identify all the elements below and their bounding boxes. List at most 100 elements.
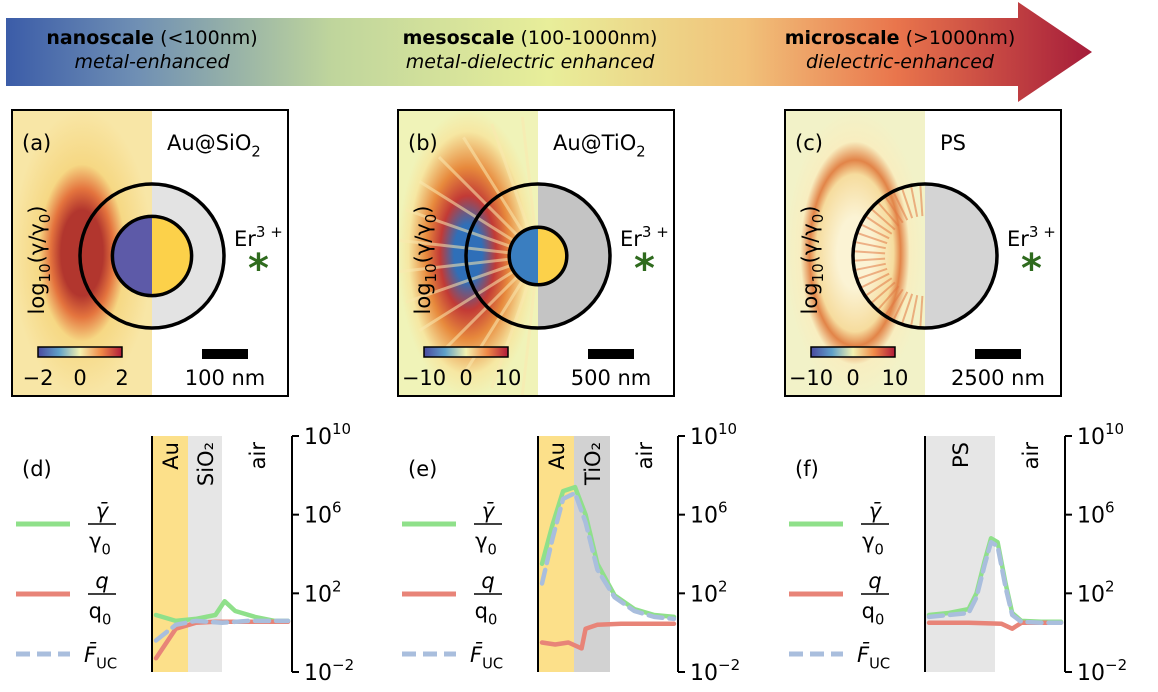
core-field-half	[112, 216, 152, 296]
colorbar-tick: −10	[789, 366, 833, 390]
layer-label: air	[246, 442, 270, 470]
field-ray	[884, 288, 904, 317]
field-ray	[853, 257, 886, 262]
scalebar	[975, 349, 1021, 359]
profile-panel-0: (d) γ̄ γ0 q q0 F̄UC Au SiO₂ air 1010 106 102 10−2	[16, 420, 354, 686]
gold-core-half	[538, 227, 567, 285]
layer-band	[995, 436, 1065, 672]
field-ray	[853, 250, 886, 255]
field-ray	[405, 208, 513, 249]
emitter-label: Er3 +	[1007, 223, 1056, 251]
field-ray	[520, 283, 537, 396]
y-tick-label: 106	[304, 499, 342, 529]
field-ray	[462, 278, 525, 376]
field-ray	[437, 155, 520, 238]
field-ray	[864, 215, 893, 235]
legend-label: F̄UC	[470, 642, 503, 672]
y-tick-label: 10−2	[1077, 656, 1127, 686]
profile-panel-2: (f) γ̄ γ0 q q0 F̄UC PS air 1010 106 102 10−2	[789, 420, 1127, 686]
field-ray	[856, 231, 888, 245]
field-ray	[876, 201, 900, 227]
field-ray	[405, 263, 513, 304]
legend-numerator: γ̄	[482, 499, 496, 523]
emitter-label: Er3 +	[234, 223, 283, 251]
legend-q: q q0	[789, 569, 889, 628]
map-ylabel: log10(γ/γ0)	[25, 206, 54, 315]
field-ray	[892, 190, 909, 221]
field-map-1: (b) Au@TiO2 log10(γ/γ0) Er3 +* −10 0 10 500 nm	[397, 109, 675, 397]
layer-label: air	[1019, 442, 1043, 470]
layer-label: air	[633, 442, 657, 470]
field-map-2: (c) PS log10(γ/γ0) Er3 +* −10 0 10 2500 nm	[784, 109, 1062, 397]
scalebar	[202, 349, 248, 359]
field-ray	[900, 187, 914, 219]
map-frame	[11, 109, 289, 397]
map-frame	[784, 109, 1062, 397]
panel-label: (b)	[408, 131, 438, 155]
emitter-star-icon: *	[248, 246, 269, 292]
layer-band	[152, 436, 188, 672]
field-ray	[870, 207, 896, 231]
legend-numerator: γ̄	[96, 499, 110, 523]
series-line-fuc	[153, 618, 291, 643]
legend-denominator: γ0	[89, 529, 111, 558]
legend-numerator: q	[95, 569, 108, 593]
layer-band	[610, 436, 678, 672]
material-label: Au@TiO2	[553, 131, 646, 160]
y-tick-label: 1010	[1077, 420, 1124, 450]
field-ray	[884, 195, 904, 224]
material-label: Au@SiO2	[167, 131, 261, 160]
legend-numerator: γ̄	[869, 499, 883, 523]
field-ray	[418, 180, 516, 243]
nanoscale-label: nanoscale (<100nm) metal-enhanced	[46, 27, 258, 73]
field-ray	[870, 281, 896, 305]
map-ylabel: log10(γ/γ0)	[411, 206, 440, 315]
y-tick-label: 10−2	[690, 656, 740, 686]
legend-denominator: γ0	[862, 529, 884, 558]
field-ray	[490, 123, 531, 231]
y-tick-label: 10−2	[304, 656, 354, 686]
shell-outline	[78, 182, 226, 330]
panel-label: (f)	[795, 457, 819, 481]
layer-label: SiO₂	[194, 442, 218, 486]
legend-denominator: q0	[862, 599, 885, 628]
gold-core-half	[152, 216, 192, 296]
y-tick-label: 106	[690, 499, 728, 529]
layer-label: Au	[545, 442, 569, 470]
core-field-half	[509, 227, 538, 285]
shell-half	[538, 184, 610, 328]
field-ray	[919, 184, 924, 217]
scalebar-label: 2500 nm	[951, 366, 1045, 390]
scale-arrow-graphic	[6, 2, 1092, 102]
core-outline	[110, 214, 194, 298]
map-ylabel: log10(γ/γ0)	[798, 206, 827, 315]
panel-label: (e)	[408, 457, 437, 481]
layer-band	[925, 436, 995, 672]
field-ray	[864, 277, 893, 297]
scalebar-label: 500 nm	[571, 366, 652, 390]
legend-fuc: F̄UC	[789, 642, 890, 672]
colorbar-tick: 10	[882, 366, 909, 390]
scale-arrow: nanoscale (<100nm) metal-enhanced mesosc…	[0, 0, 1095, 104]
legend-label: F̄UC	[84, 642, 117, 672]
emitter-label: Er3 +	[620, 223, 669, 251]
layer-band	[222, 436, 292, 672]
colorbar-tick: −2	[23, 366, 54, 390]
legend-numerator: q	[868, 569, 881, 593]
layer-label: Au	[159, 442, 183, 470]
field-ray	[900, 293, 914, 325]
colorbar-tick: 10	[495, 366, 522, 390]
field-ray	[919, 295, 924, 328]
colorbar-tick: 2	[115, 366, 128, 390]
legend-gamma: γ̄ γ0	[402, 499, 502, 558]
panel-label: (c)	[795, 131, 823, 155]
scalebar-label: 100 nm	[185, 366, 266, 390]
panel-label: (d)	[22, 457, 52, 481]
map-frame	[397, 109, 675, 397]
field-ray	[859, 223, 890, 240]
field-ray	[398, 257, 511, 274]
colorbar-tick: 0	[459, 366, 472, 390]
legend-label: F̄UC	[857, 642, 890, 672]
